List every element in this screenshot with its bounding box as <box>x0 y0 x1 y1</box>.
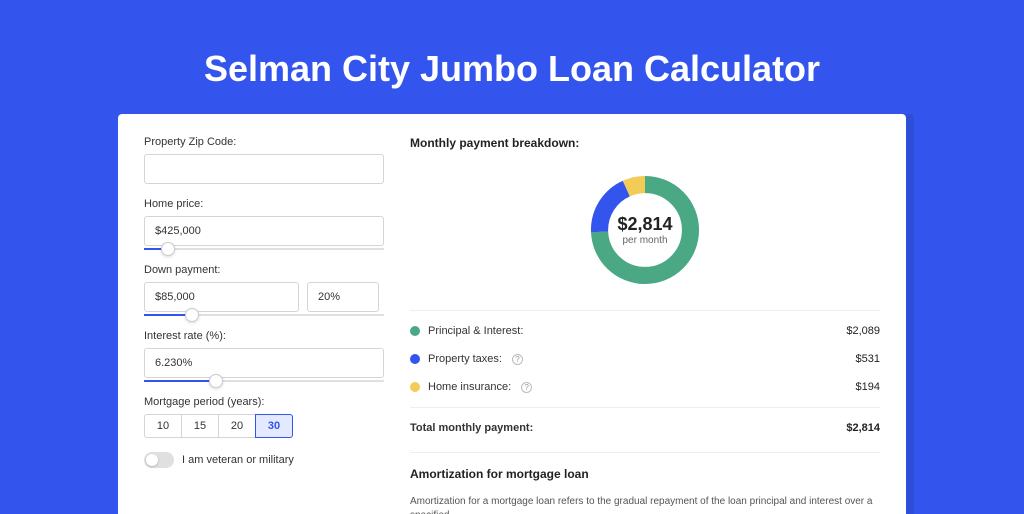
period-30-button[interactable]: 30 <box>255 414 293 438</box>
donut-value: $2,814 <box>617 214 672 235</box>
down-payment-input[interactable] <box>144 282 299 312</box>
legend-value: $531 <box>856 353 880 365</box>
legend-label: Home insurance: <box>428 381 511 393</box>
home-price-field: Home price: <box>144 198 384 250</box>
period-15-button[interactable]: 15 <box>181 414 219 438</box>
legend-dot-icon <box>410 326 420 336</box>
legend-value: $194 <box>856 381 880 393</box>
amortization-title: Amortization for mortgage loan <box>410 467 880 481</box>
toggle-knob <box>146 454 158 466</box>
down-payment-pct-input[interactable] <box>307 282 379 312</box>
zip-field: Property Zip Code: <box>144 136 384 184</box>
legend-label: Property taxes: <box>428 353 502 365</box>
period-10-button[interactable]: 10 <box>144 414 182 438</box>
divider <box>410 407 880 408</box>
breakdown-title: Monthly payment breakdown: <box>410 136 880 150</box>
period-button-group: 10 15 20 30 <box>144 414 384 438</box>
breakdown-column: Monthly payment breakdown: $2,814 per mo… <box>410 136 880 514</box>
info-icon[interactable]: ? <box>521 382 532 393</box>
page-title: Selman City Jumbo Loan Calculator <box>0 48 1024 90</box>
veteran-toggle-row: I am veteran or military <box>144 452 384 468</box>
legend-row-principal: Principal & Interest: $2,089 <box>410 317 880 345</box>
total-value: $2,814 <box>846 422 880 434</box>
period-field: Mortgage period (years): 10 15 20 30 <box>144 396 384 438</box>
interest-rate-slider[interactable] <box>144 380 384 382</box>
amortization-body: Amortization for a mortgage loan refers … <box>410 495 880 514</box>
zip-label: Property Zip Code: <box>144 136 384 148</box>
inputs-column: Property Zip Code: Home price: Down paym… <box>144 136 384 514</box>
period-20-button[interactable]: 20 <box>218 414 256 438</box>
interest-rate-input[interactable] <box>144 348 384 378</box>
interest-rate-field: Interest rate (%): <box>144 330 384 382</box>
legend-dot-icon <box>410 382 420 392</box>
slider-thumb[interactable] <box>209 374 223 388</box>
veteran-label: I am veteran or military <box>182 454 294 466</box>
interest-rate-label: Interest rate (%): <box>144 330 384 342</box>
legend-value: $2,089 <box>846 325 880 337</box>
home-price-label: Home price: <box>144 198 384 210</box>
home-price-input[interactable] <box>144 216 384 246</box>
slider-thumb[interactable] <box>161 242 175 256</box>
calculator-card: Property Zip Code: Home price: Down paym… <box>118 114 906 514</box>
legend-row-insurance: Home insurance: ? $194 <box>410 373 880 401</box>
down-payment-label: Down payment: <box>144 264 384 276</box>
zip-input[interactable] <box>144 154 384 184</box>
slider-thumb[interactable] <box>185 308 199 322</box>
total-label: Total monthly payment: <box>410 422 533 434</box>
legend-dot-icon <box>410 354 420 364</box>
legend-row-taxes: Property taxes: ? $531 <box>410 345 880 373</box>
donut-sublabel: per month <box>622 235 667 246</box>
down-payment-slider[interactable] <box>144 314 384 316</box>
veteran-toggle[interactable] <box>144 452 174 468</box>
divider <box>410 310 880 311</box>
donut-chart-wrap: $2,814 per month <box>410 164 880 304</box>
period-label: Mortgage period (years): <box>144 396 384 408</box>
amortization-section: Amortization for mortgage loan Amortizat… <box>410 452 880 514</box>
home-price-slider[interactable] <box>144 248 384 250</box>
donut-chart: $2,814 per month <box>585 170 705 290</box>
down-payment-field: Down payment: <box>144 264 384 316</box>
legend-row-total: Total monthly payment: $2,814 <box>410 414 880 442</box>
info-icon[interactable]: ? <box>512 354 523 365</box>
legend-label: Principal & Interest: <box>428 325 523 337</box>
